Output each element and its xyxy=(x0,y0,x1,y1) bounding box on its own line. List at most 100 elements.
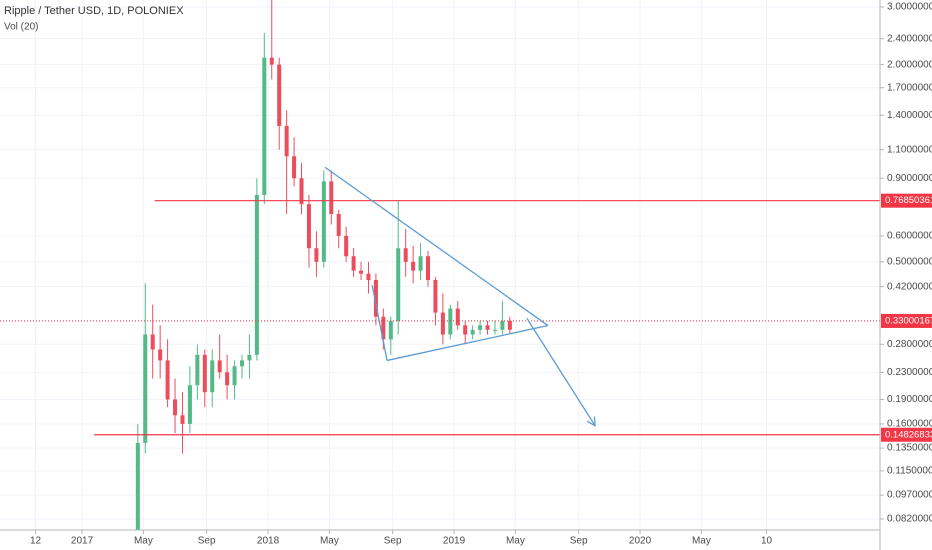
candle-body xyxy=(292,156,297,179)
x-tick-label: 2020 xyxy=(629,536,652,547)
candle-body xyxy=(463,325,468,335)
candle-body xyxy=(262,57,267,195)
trend-line xyxy=(386,324,549,362)
candle-body xyxy=(277,64,282,126)
x-tick-label: 2017 xyxy=(71,536,94,547)
candle-body xyxy=(232,366,237,386)
candle-body xyxy=(470,329,475,335)
candle-body xyxy=(336,213,341,236)
candle-body xyxy=(507,320,512,330)
x-tick-label: 2018 xyxy=(257,536,280,547)
candle-body xyxy=(135,442,140,530)
candle-body xyxy=(478,325,483,330)
level-label-box xyxy=(881,193,932,208)
candle-body xyxy=(344,235,349,257)
candle-body xyxy=(440,312,445,335)
candle-body xyxy=(210,360,215,393)
x-tick-label: Sep xyxy=(384,536,402,547)
plot-area xyxy=(0,0,880,530)
candle-body xyxy=(269,57,274,65)
candle-body xyxy=(433,280,438,313)
level-label: 0.76850361 xyxy=(885,195,932,206)
x-tick-label: Sep xyxy=(570,536,588,547)
level-label-box xyxy=(881,313,932,328)
candle-body xyxy=(366,273,371,281)
candle-body xyxy=(388,320,393,340)
trend-line xyxy=(371,285,388,361)
y-tick-label: 1.70000000 xyxy=(887,82,932,93)
candle-body xyxy=(180,415,185,424)
arrow-line xyxy=(526,318,596,427)
chart-title: Ripple / Tether USD, 1D, POLONIEX xyxy=(4,5,184,17)
candle-body xyxy=(158,349,163,361)
x-tick-label: May xyxy=(692,536,711,547)
y-tick-label: 2.40000000 xyxy=(887,33,932,44)
trend-line xyxy=(324,166,549,327)
candle-body xyxy=(426,256,431,281)
candle-body xyxy=(195,354,200,386)
y-tick-label: 0.08200000 xyxy=(887,514,932,525)
x-tick-label: 12 xyxy=(30,536,42,547)
candle-body xyxy=(373,280,378,317)
candle-body xyxy=(329,181,334,214)
candle-body xyxy=(306,204,311,249)
candle-body xyxy=(314,248,319,262)
candle-body xyxy=(492,329,497,331)
candle-body xyxy=(299,178,304,205)
candle-body xyxy=(396,248,401,321)
level-label: 0.14826833 xyxy=(885,429,932,440)
candle-body xyxy=(351,256,356,271)
axes: 3.00000000 2.40000000 2.00000000 1.70000000… xyxy=(30,2,932,547)
candle-body xyxy=(239,360,244,367)
candle-body xyxy=(411,261,416,271)
candle-body xyxy=(202,354,207,393)
candle-body xyxy=(225,372,230,386)
candle-body xyxy=(150,334,155,350)
candle-body xyxy=(418,256,423,271)
level-label-box xyxy=(881,427,932,442)
grid xyxy=(0,0,880,530)
candle-body xyxy=(485,325,490,330)
candle-body xyxy=(381,316,386,340)
x-tick-label: 10 xyxy=(761,536,773,547)
y-tick-label: 3.00000000 xyxy=(887,2,932,13)
candle-body xyxy=(217,360,222,373)
x-tick-label: May xyxy=(134,536,153,547)
x-tick-label: Sep xyxy=(198,536,216,547)
candle-body xyxy=(321,181,326,262)
x-tick-label: May xyxy=(506,536,525,547)
candle-body xyxy=(284,125,289,157)
level-label: 0.33000167 xyxy=(885,315,932,326)
candle-body xyxy=(455,308,460,326)
y-tick-label: 2.00000000 xyxy=(887,59,932,70)
candle-body xyxy=(254,194,259,355)
candle-body xyxy=(165,360,170,400)
volume-legend: Vol (20) xyxy=(4,22,38,33)
candle-body xyxy=(359,270,364,274)
candle-body xyxy=(173,399,178,416)
arrow-head xyxy=(586,416,596,427)
y-tick-label: 1.40000000 xyxy=(887,110,932,121)
candle-body xyxy=(187,385,192,424)
x-tick-label: May xyxy=(320,536,339,547)
candle-body xyxy=(500,320,505,330)
candle-body xyxy=(247,354,252,361)
candle-body xyxy=(403,248,408,262)
x-tick-label: 2019 xyxy=(443,536,466,547)
candle-body xyxy=(143,334,148,443)
